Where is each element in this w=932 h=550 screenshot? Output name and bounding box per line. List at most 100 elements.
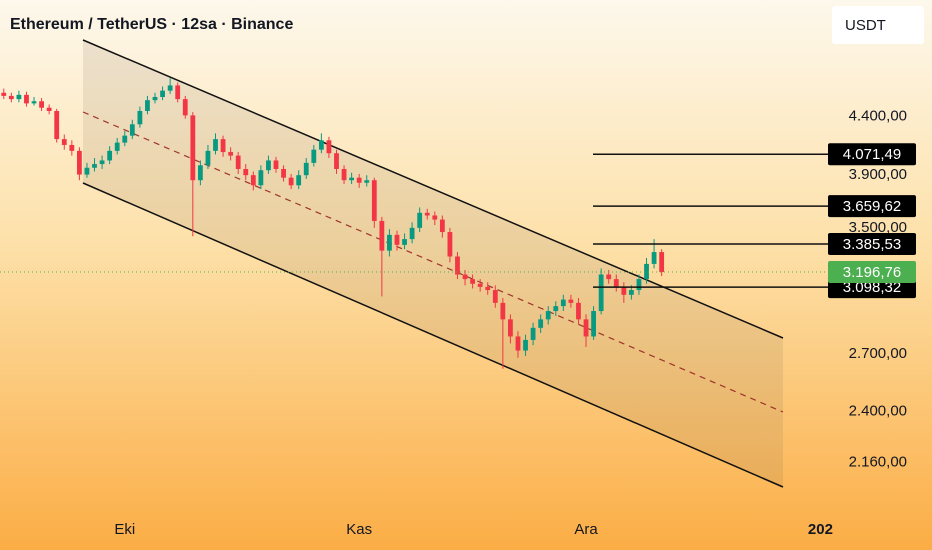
candle-body (591, 311, 596, 337)
candle-body (523, 339, 528, 351)
candle-body (394, 234, 400, 245)
candle-body (530, 327, 536, 340)
candle-body (356, 177, 362, 183)
candle-body (250, 175, 256, 186)
candle-body (129, 124, 135, 136)
candle-body (644, 263, 649, 280)
chart-title: Ethereum / TetherUS · 12sa · Binance (10, 16, 293, 33)
candle-body (152, 96, 158, 101)
candle-body (387, 234, 392, 251)
candle-body (500, 302, 506, 320)
candle-body (273, 160, 279, 169)
level-box (828, 233, 916, 256)
candle-body (205, 150, 211, 166)
channel-upper (82, 39, 784, 339)
candle-body (24, 94, 29, 104)
channel-middle (82, 111, 784, 413)
channel-lower (82, 182, 784, 488)
candle-body (46, 107, 52, 111)
candle-body (598, 274, 604, 312)
candle-body (31, 101, 37, 104)
candle-body (303, 162, 309, 176)
candle-body (243, 168, 249, 176)
candle-body (432, 215, 438, 220)
candle-body (318, 140, 324, 150)
candle-body (628, 290, 634, 295)
candle-body (659, 252, 665, 273)
candle-body (651, 252, 657, 264)
candle-body (477, 283, 483, 287)
candle-body (220, 139, 226, 153)
candle-body (145, 100, 150, 111)
level-label: 3.098,32 (843, 279, 901, 296)
candle-body (402, 239, 407, 245)
level-box (828, 195, 916, 218)
channel-fill (83, 40, 783, 487)
candle-body (288, 177, 294, 186)
candle-body (455, 256, 460, 275)
candle-body (553, 306, 559, 312)
candle-body (583, 319, 589, 337)
candle-body (492, 290, 498, 303)
candle-body (470, 279, 476, 284)
candle-body (568, 299, 574, 303)
candle-body (16, 94, 22, 100)
level-box (828, 143, 916, 166)
candle-body (462, 274, 468, 280)
candle-body (447, 232, 453, 257)
candle-body (417, 212, 423, 228)
candle-body (8, 95, 14, 100)
candle-body (197, 165, 203, 181)
candle-body (190, 115, 196, 181)
candle-body (621, 286, 627, 295)
candle-body (84, 167, 90, 175)
candle-body (349, 177, 355, 181)
candle-body (515, 336, 521, 351)
candle-body (636, 279, 642, 291)
x-tick-label: 202 (808, 521, 833, 538)
candle-body (266, 160, 271, 171)
x-tick-label: Kas (346, 521, 372, 538)
candle-body (576, 302, 581, 320)
candle-body (228, 152, 234, 156)
candle-body (122, 135, 128, 143)
current-price-label: 3.196,76 (843, 264, 901, 281)
candle-body (1, 92, 7, 96)
y-tick-label: 2.700,00 (849, 345, 907, 362)
candle-body (76, 150, 82, 175)
candle-body (61, 139, 67, 145)
current-price-box (828, 260, 916, 283)
level-label: 3.659,62 (843, 198, 901, 215)
candle-body (175, 85, 181, 100)
y-tick-label: 2.160,00 (849, 454, 907, 471)
candle-body (137, 110, 143, 125)
candle-body (167, 85, 173, 91)
candle-body (54, 110, 60, 140)
level-label: 3.385,53 (843, 236, 901, 253)
candle-body (182, 99, 188, 116)
candle-body (485, 286, 491, 291)
candle-body (560, 299, 566, 307)
candle-body (235, 155, 241, 169)
candle-body (545, 311, 551, 320)
y-tick-label: 3.900,00 (849, 166, 907, 183)
candle-body (99, 160, 105, 165)
candle-body (39, 101, 44, 108)
currency-box[interactable] (832, 6, 924, 44)
x-tick-label: Ara (574, 521, 598, 538)
y-tick-label: 3.500,00 (849, 219, 907, 236)
candle-body (160, 90, 165, 97)
candle-body (341, 168, 347, 181)
currency[interactable]: USDT (845, 17, 886, 34)
candle-body (364, 180, 370, 183)
candle-body (334, 153, 339, 169)
candle-body (379, 220, 385, 251)
y-tick-label: 4.400,00 (849, 107, 907, 124)
candle-body (311, 149, 317, 163)
candle-body (538, 319, 544, 328)
candle-body (92, 164, 97, 168)
candle-body (258, 170, 264, 186)
plot (1, 78, 665, 369)
candle-body (114, 142, 120, 151)
